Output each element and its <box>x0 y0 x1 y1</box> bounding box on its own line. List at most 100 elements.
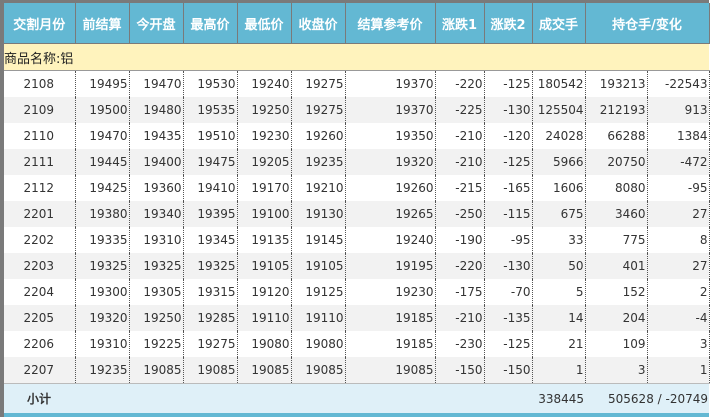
table-cell: 19235 <box>291 149 346 175</box>
column-header: 今开盘 <box>129 3 184 44</box>
table-cell: 19085 <box>129 357 184 384</box>
table-cell: -230 <box>435 331 485 357</box>
table-cell: 19425 <box>75 175 130 201</box>
table-cell: 1 <box>532 357 586 384</box>
table-cell: -125 <box>484 70 533 97</box>
table-row: 2201 19380 19340 19395 19100 19130 19265 -250 -1… <box>4 201 710 227</box>
table-cell: 19260 <box>345 175 436 201</box>
table-cell: -4 <box>647 305 710 331</box>
table-cell: 19205 <box>237 149 292 175</box>
column-header: 结算参考价 <box>345 3 436 44</box>
table-cell: 180542 <box>532 70 586 97</box>
table-cell: 66288 <box>585 123 648 149</box>
table-cell: 2108 <box>4 70 76 97</box>
table-cell: 3460 <box>585 201 648 227</box>
table-cell: 19240 <box>345 227 436 253</box>
table-cell: 2 <box>647 279 710 305</box>
table-row: 2206 19310 19225 19275 19080 19080 19185 -230 -1… <box>4 331 710 357</box>
table-cell: -95 <box>484 227 533 253</box>
table-cell: 109 <box>585 331 648 357</box>
table-cell: 19135 <box>237 227 292 253</box>
table-cell: 19250 <box>237 97 292 123</box>
table-cell: 19225 <box>129 331 184 357</box>
table-cell: 212193 <box>585 97 648 123</box>
table-cell: -220 <box>435 253 485 279</box>
table-cell: 19325 <box>183 253 238 279</box>
column-header: 成交手 <box>532 3 586 44</box>
table-cell: 19435 <box>129 123 184 149</box>
table-cell: 5966 <box>532 149 586 175</box>
table-cell: 19265 <box>345 201 436 227</box>
table-cell: 27 <box>647 201 710 227</box>
table-cell: 19275 <box>291 97 346 123</box>
table-cell: 2204 <box>4 279 76 305</box>
column-header: 涨跌2 <box>484 3 533 44</box>
table-cell: -175 <box>435 279 485 305</box>
table-row: 2203 19325 19325 19325 19105 19105 19195 -220 -1… <box>4 253 710 279</box>
table-cell: -130 <box>484 97 533 123</box>
table-cell: -130 <box>484 253 533 279</box>
table-cell: 19210 <box>291 175 346 201</box>
table-cell: 204 <box>585 305 648 331</box>
table-cell: -472 <box>647 149 710 175</box>
table-cell: 19080 <box>237 331 292 357</box>
table-cell: 19495 <box>75 70 130 97</box>
table-cell: 19235 <box>75 357 130 384</box>
table-row: 2207 19235 19085 19085 19085 19085 19085 -150 -1… <box>4 357 710 384</box>
table-row: 2110 19470 19435 19510 19230 19260 19350 -210 -1… <box>4 123 710 149</box>
table-cell: -210 <box>435 305 485 331</box>
table-cell: 19530 <box>183 70 238 97</box>
table-cell: 19310 <box>129 227 184 253</box>
table-cell: 19335 <box>75 227 130 253</box>
table-row: 2202 19335 19310 19345 19135 19145 19240 -190 -9… <box>4 227 710 253</box>
table-cell: 19085 <box>345 357 436 384</box>
table-cell: 19100 <box>237 201 292 227</box>
table-cell: -95 <box>647 175 710 201</box>
table-row: 2205 19320 19250 19285 19110 19110 19185 -210 -1… <box>4 305 710 331</box>
table-cell: 19315 <box>183 279 238 305</box>
table-cell: 2202 <box>4 227 76 253</box>
table-cell: 19320 <box>345 149 436 175</box>
table-cell: 19105 <box>237 253 292 279</box>
table-cell: 2207 <box>4 357 76 384</box>
table-cell: 19300 <box>75 279 130 305</box>
table-row: 2108 19495 19470 19530 19240 19275 19370 -220 -1… <box>4 70 710 97</box>
table-cell: -215 <box>435 175 485 201</box>
table-cell: 19120 <box>237 279 292 305</box>
table-row: 2111 19445 19400 19475 19205 19235 19320 -210 -1… <box>4 149 710 175</box>
table-cell: 2109 <box>4 97 76 123</box>
table-cell: 19250 <box>129 305 184 331</box>
table-cell: -165 <box>484 175 533 201</box>
table-cell: 19185 <box>345 305 436 331</box>
table-cell: -115 <box>484 201 533 227</box>
table-cell: 8 <box>647 227 710 253</box>
table-cell: 19195 <box>345 253 436 279</box>
table-cell: 19240 <box>237 70 292 97</box>
table-row: 2204 19300 19305 19315 19120 19125 19230 -175 -7… <box>4 279 710 305</box>
table-cell: 19310 <box>75 331 130 357</box>
table-cell: -70 <box>484 279 533 305</box>
table-cell: -210 <box>435 149 485 175</box>
table-cell: 1 <box>647 357 710 384</box>
table-cell: 19380 <box>75 201 130 227</box>
table-cell: 19105 <box>291 253 346 279</box>
table-cell: 19130 <box>291 201 346 227</box>
table-cell: 19260 <box>291 123 346 149</box>
subtotal-row: 小计 338445 505628 / -20749 <box>4 383 709 413</box>
table-cell: 19085 <box>183 357 238 384</box>
column-header: 涨跌1 <box>435 3 485 44</box>
table-cell: 19170 <box>237 175 292 201</box>
table-cell: 19275 <box>291 70 346 97</box>
column-header: 最高价 <box>183 3 238 44</box>
table-cell: 50 <box>532 253 586 279</box>
table-cell: 1606 <box>532 175 586 201</box>
table-cell: 19085 <box>237 357 292 384</box>
table-cell: 1384 <box>647 123 710 149</box>
table-cell: 19535 <box>183 97 238 123</box>
table-cell: 19110 <box>291 305 346 331</box>
footer-bar <box>4 413 709 417</box>
table-cell: 8080 <box>585 175 648 201</box>
table-cell: 19185 <box>345 331 436 357</box>
table-cell: 675 <box>532 201 586 227</box>
table-cell: 19325 <box>129 253 184 279</box>
